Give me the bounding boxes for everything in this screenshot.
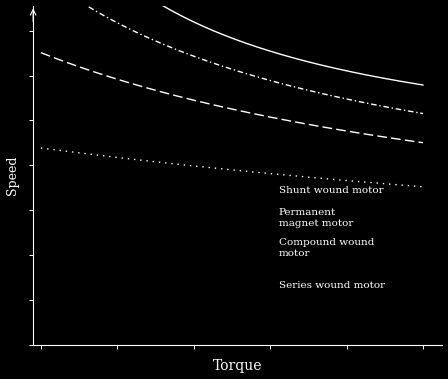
Text: Shunt wound motor: Shunt wound motor — [279, 186, 383, 195]
X-axis label: Torque: Torque — [213, 359, 263, 373]
Y-axis label: Speed: Speed — [5, 155, 18, 195]
Text: Permanent
magnet motor: Permanent magnet motor — [279, 208, 353, 228]
Text: Compound wound
motor: Compound wound motor — [279, 238, 374, 258]
Text: Series wound motor: Series wound motor — [279, 281, 385, 290]
